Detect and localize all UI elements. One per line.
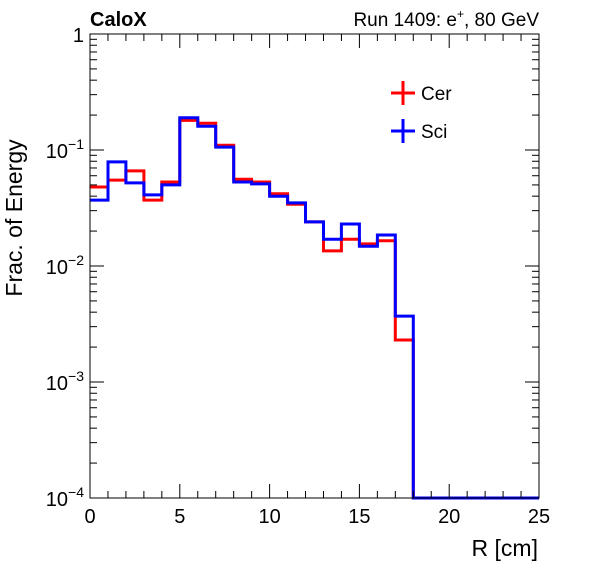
x-tick-label: 0	[84, 506, 95, 528]
series-cer-line	[90, 118, 539, 500]
series-sci-line	[90, 116, 539, 500]
x-axis-label: R [cm]	[472, 535, 538, 561]
x-tick-label: 10	[258, 506, 280, 528]
plot-frame	[89, 33, 540, 499]
y-tick-label: 10−2	[46, 252, 84, 279]
legend-item-cer: Cer	[391, 81, 452, 105]
run-label: Run 1409: e	[353, 10, 457, 31]
tick-labels-layer: 0 5 10 15 20 25 1 10−1 10−2 10−3 10−4	[46, 25, 550, 528]
legend-label: Sci	[421, 122, 447, 143]
legend-item-sci: Sci	[391, 119, 447, 143]
y-tick-label: 10−4	[46, 484, 84, 511]
run-positron-sup: +	[457, 7, 464, 21]
y-tick-label: 10−1	[46, 136, 84, 163]
chart-title-experiment: CaloX	[90, 9, 147, 31]
y-axis-label: Frac. of Energy	[1, 139, 27, 297]
run-energy: , 80 GeV	[464, 10, 539, 31]
legend: Cer Sci	[391, 81, 452, 143]
series-layer	[90, 116, 539, 500]
chart-title-run: Run 1409: e+, 80 GeV	[353, 7, 539, 31]
legend-label: Cer	[421, 84, 452, 105]
x-tick-label: 20	[438, 506, 460, 528]
x-tick-label: 5	[174, 506, 185, 528]
y-tick-label: 1	[73, 25, 84, 47]
y-tick-label: 10−3	[46, 368, 84, 395]
ticks-layer	[89, 33, 540, 499]
x-tick-label: 25	[528, 506, 550, 528]
x-tick-label: 15	[348, 506, 370, 528]
